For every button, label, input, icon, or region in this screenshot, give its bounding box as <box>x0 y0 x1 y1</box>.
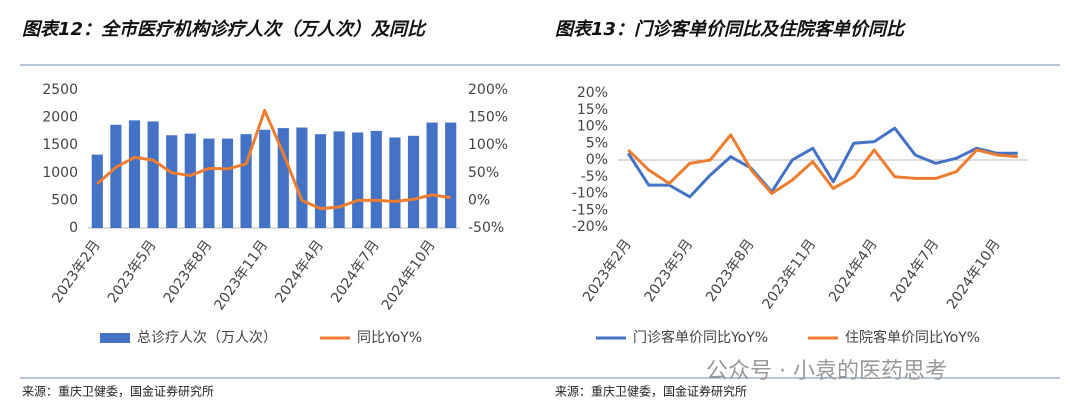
bar <box>110 124 122 228</box>
x-tick-label: 2024年4月 <box>272 237 327 306</box>
x-tick-label: 2023年8月 <box>161 237 216 306</box>
y-tick-label: 500 <box>51 192 78 208</box>
bar <box>333 131 345 228</box>
y2-tick-label: 200% <box>468 82 508 98</box>
y-tick-label: 5% <box>586 135 608 151</box>
bar <box>147 121 159 228</box>
y2-tick-label: 0% <box>468 192 490 208</box>
bar <box>128 120 141 228</box>
y-tick-label: 10% <box>577 119 608 135</box>
bar <box>184 133 196 228</box>
bar <box>445 122 457 228</box>
bar <box>296 127 308 228</box>
x-tick-label: 2024年10月 <box>944 236 1004 312</box>
x-tick-label: 2023年8月 <box>703 236 758 305</box>
bar <box>407 135 420 228</box>
y2-tick-label: -50% <box>468 220 504 236</box>
bar <box>166 135 178 228</box>
bar <box>221 138 234 228</box>
x-tick-label: 2024年7月 <box>328 237 383 306</box>
source: 来源：重庆卫健委，国金证券研究所 <box>555 384 747 399</box>
y2-tick-label: 150% <box>468 110 508 126</box>
line <box>96 108 451 211</box>
line <box>626 126 1018 199</box>
bar <box>203 138 215 228</box>
legend-label: 总诊疗人次（万人次） <box>137 330 277 346</box>
y-tick-label: 2500 <box>42 82 78 98</box>
chart-title: 图表12：全市医疗机构诊疗人次（万人次）及同比 <box>22 19 427 40</box>
x-tick-label: 2024年7月 <box>888 236 943 305</box>
bar <box>352 132 364 228</box>
y-tick-label: -5% <box>581 169 608 185</box>
bar <box>370 130 382 228</box>
bar <box>259 129 271 228</box>
y-tick-label: -20% <box>572 219 608 235</box>
x-tick-label: 2023年11月 <box>759 236 819 312</box>
bar <box>426 122 438 228</box>
y2-tick-label: 100% <box>468 137 508 153</box>
x-tick-label: 2023年5月 <box>105 237 160 306</box>
x-tick-label: 2023年2月 <box>49 237 104 306</box>
watermark: 公众号 · 小袁的医药思考 <box>706 359 947 384</box>
y-tick-label: 15% <box>577 102 608 118</box>
bar <box>314 134 327 228</box>
x-tick-label: 2023年5月 <box>642 236 697 305</box>
bar <box>91 154 103 228</box>
bar <box>277 128 289 228</box>
bar <box>389 137 401 228</box>
legend-label: 门诊客单价同比YoY% <box>633 329 768 346</box>
line <box>627 133 1018 195</box>
source: 来源：重庆卫健委，国金证券研究所 <box>22 384 214 399</box>
y-tick-label: 1000 <box>42 165 78 181</box>
legend-swatch <box>100 333 130 343</box>
x-tick-label: 2024年4月 <box>826 236 881 305</box>
y-tick-label: 0% <box>586 152 608 168</box>
x-tick-label: 2023年11月 <box>211 237 271 313</box>
y-tick-label: 2000 <box>42 110 78 126</box>
y-tick-label: -10% <box>572 186 608 202</box>
x-tick-label: 2024年10月 <box>379 237 439 313</box>
x-tick-label: 2023年2月 <box>580 236 635 305</box>
y-tick-label: 20% <box>577 85 608 101</box>
chart-title: 图表13：门诊客单价同比及住院客单价同比 <box>555 19 906 40</box>
y-tick-label: -15% <box>572 202 608 218</box>
y-tick-label: 1500 <box>42 137 78 153</box>
legend-label: 住院客单价同比YoY% <box>845 329 980 346</box>
y-tick-label: 0 <box>69 220 78 236</box>
y2-tick-label: 50% <box>468 165 499 181</box>
bar <box>240 134 252 228</box>
legend-label: 同比YoY% <box>357 330 422 346</box>
